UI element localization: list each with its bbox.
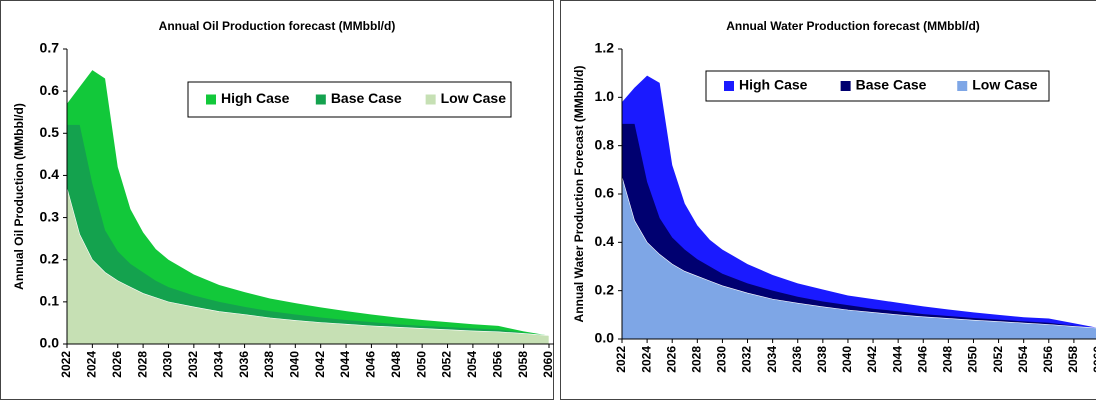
- y-tick-label: 0.0: [40, 335, 60, 351]
- y-tick-label: 0.6: [595, 185, 615, 201]
- x-tick-label: 2028: [135, 351, 149, 378]
- x-tick-label: 2030: [161, 351, 175, 378]
- panel: [560, 0, 1096, 400]
- x-tick-label: 2054: [465, 351, 479, 378]
- y-tick-label: 0.0: [595, 330, 615, 346]
- legend-label: High Case: [221, 90, 290, 106]
- x-tick-label: 2032: [740, 346, 754, 373]
- x-tick-label: 2054: [1016, 346, 1030, 373]
- x-tick-label: 2024: [85, 351, 99, 378]
- x-tick-label: 2058: [1066, 346, 1080, 373]
- legend-swatch: [724, 81, 734, 91]
- x-tick-label: 2042: [865, 346, 879, 373]
- legend-swatch: [206, 94, 216, 105]
- x-tick-label: 2038: [815, 346, 829, 373]
- chart-title: Annual Oil Production forecast (MMbbl/d): [159, 19, 396, 33]
- x-tick-label: 2026: [664, 346, 678, 373]
- x-tick-label: 2046: [364, 351, 378, 378]
- legend-label: Base Case: [856, 77, 927, 93]
- x-tick-label: 2056: [1041, 346, 1055, 373]
- legend-label: Base Case: [331, 90, 402, 106]
- chart-title: Annual Water Production forecast (MMbbl/…: [726, 19, 980, 33]
- x-tick-label: 2060: [1091, 346, 1096, 373]
- y-tick-label: 0.1: [40, 293, 60, 309]
- x-tick-label: 2052: [440, 351, 454, 378]
- legend-label: Low Case: [441, 90, 507, 106]
- area: [621, 176, 1096, 340]
- y-tick-label: 0.8: [595, 136, 615, 152]
- legend-label: Low Case: [972, 77, 1038, 93]
- x-tick-label: 2050: [966, 346, 980, 373]
- chart: Annual Oil Production forecast (MMbbl/d)…: [12, 19, 554, 378]
- x-tick-label: 2044: [890, 346, 904, 373]
- chart: Annual Water Production forecast (MMbbl/…: [572, 19, 1096, 373]
- x-tick-label: 2036: [237, 351, 251, 378]
- x-tick-label: 2040: [840, 346, 854, 373]
- y-axis-label: Annual Water Production Forecast (MMbbl/…: [572, 66, 586, 323]
- area: [622, 75, 1096, 339]
- y-tick-label: 0.2: [595, 281, 615, 297]
- x-tick-label: 2048: [941, 346, 955, 373]
- x-tick-label: 2052: [991, 346, 1005, 373]
- legend-swatch: [840, 81, 851, 91]
- panel: [0, 0, 554, 400]
- x-tick-label: 2034: [765, 346, 779, 373]
- x-tick-label: 2034: [211, 351, 225, 378]
- y-tick-label: 0.2: [40, 250, 60, 266]
- x-tick-label: 2044: [338, 351, 352, 378]
- x-tick-label: 2030: [715, 346, 729, 373]
- legend-swatch: [957, 81, 968, 91]
- x-tick-label: 2022: [614, 346, 628, 373]
- legend: [187, 81, 512, 118]
- x-tick-label: 2056: [490, 351, 504, 378]
- legend: [705, 70, 1050, 102]
- y-tick-label: 0.4: [40, 166, 60, 182]
- area: [67, 70, 549, 345]
- x-tick-label: 2040: [287, 351, 301, 378]
- x-tick-label: 2046: [915, 346, 929, 373]
- y-tick-label: 0.5: [40, 124, 60, 140]
- x-tick-label: 2028: [689, 346, 703, 373]
- y-tick-label: 1.2: [595, 40, 615, 56]
- x-tick-label: 2026: [110, 351, 124, 378]
- y-tick-label: 0.4: [595, 233, 615, 249]
- x-tick-label: 2022: [59, 351, 73, 378]
- x-tick-label: 2036: [790, 346, 804, 373]
- x-tick-label: 2050: [414, 351, 428, 378]
- y-axis-label: Annual Oil Production (MMbbl/d): [12, 103, 26, 290]
- y-tick-label: 0.3: [40, 208, 60, 224]
- area: [66, 187, 550, 345]
- x-tick-label: 2048: [389, 351, 403, 378]
- x-tick-label: 2024: [639, 346, 653, 373]
- x-tick-label: 2058: [516, 351, 530, 378]
- legend-label: High Case: [739, 77, 808, 93]
- x-tick-label: 2038: [262, 351, 276, 378]
- legend-swatch: [425, 94, 436, 105]
- y-tick-label: 0.6: [40, 82, 60, 98]
- y-tick-label: 0.7: [40, 40, 60, 56]
- legend-swatch: [315, 94, 326, 105]
- x-tick-label: 2060: [541, 351, 554, 378]
- area: [622, 123, 1096, 339]
- x-tick-label: 2032: [186, 351, 200, 378]
- y-tick-label: 1.0: [595, 88, 615, 104]
- x-tick-label: 2042: [313, 351, 327, 378]
